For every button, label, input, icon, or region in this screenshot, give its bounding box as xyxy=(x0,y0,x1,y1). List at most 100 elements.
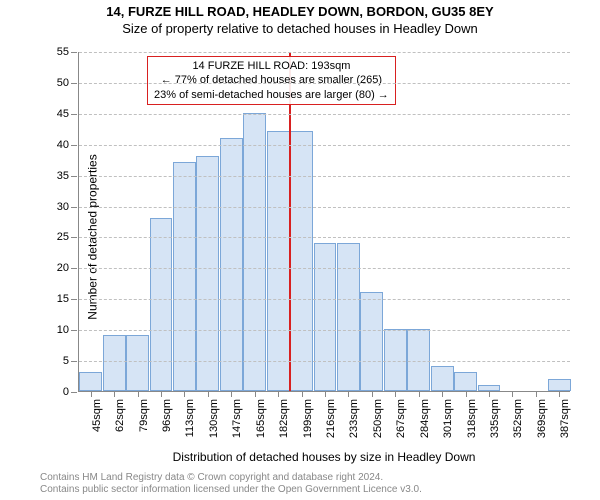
x-tick xyxy=(184,391,185,397)
y-tick-label: 20 xyxy=(57,262,69,274)
x-tick-label: 387sqm xyxy=(559,399,571,438)
bar xyxy=(173,162,196,391)
x-tick xyxy=(302,391,303,397)
y-tick xyxy=(71,361,77,362)
gridline xyxy=(79,330,570,331)
annot-line2: ← 77% of detached houses are smaller (26… xyxy=(154,73,389,87)
chart-area: Number of detached properties 14 FURZE H… xyxy=(48,52,570,422)
x-tick xyxy=(114,391,115,397)
y-tick-label: 50 xyxy=(57,77,69,89)
x-tick xyxy=(348,391,349,397)
gridline xyxy=(79,268,570,269)
y-tick xyxy=(71,237,77,238)
bar xyxy=(126,335,149,391)
bar xyxy=(150,218,173,391)
title-line1: 14, FURZE HILL ROAD, HEADLEY DOWN, BORDO… xyxy=(0,4,600,19)
x-tick xyxy=(395,391,396,397)
y-tick-label: 55 xyxy=(57,46,69,58)
bar xyxy=(548,379,571,391)
y-tick-label: 0 xyxy=(63,386,69,398)
annot-line1: 14 FURZE HILL ROAD: 193sqm xyxy=(154,59,389,73)
x-tick xyxy=(138,391,139,397)
x-tick-label: 335sqm xyxy=(489,399,501,438)
bar xyxy=(360,292,383,391)
gridline xyxy=(79,176,570,177)
bar xyxy=(267,131,290,391)
x-tick-label: 233sqm xyxy=(348,399,360,438)
footer-line1: Contains HM Land Registry data © Crown c… xyxy=(40,472,422,484)
x-tick-label: 96sqm xyxy=(161,399,173,432)
gridline xyxy=(79,145,570,146)
bar xyxy=(431,366,454,391)
bar xyxy=(196,156,219,391)
gridline xyxy=(79,361,570,362)
y-tick xyxy=(71,392,77,393)
x-tick-label: 113sqm xyxy=(184,399,196,437)
x-tick xyxy=(489,391,490,397)
x-tick xyxy=(372,391,373,397)
annot-line3: 23% of semi-detached houses are larger (… xyxy=(154,88,389,102)
y-tick xyxy=(71,299,77,300)
x-tick-label: 284sqm xyxy=(419,399,431,438)
x-tick-label: 301sqm xyxy=(442,399,454,438)
x-tick xyxy=(255,391,256,397)
x-tick-label: 182sqm xyxy=(278,399,290,438)
x-tick xyxy=(466,391,467,397)
gridline xyxy=(79,52,570,53)
y-tick-label: 10 xyxy=(57,324,69,336)
y-tick xyxy=(71,268,77,269)
x-tick-label: 62sqm xyxy=(114,399,126,432)
x-tick xyxy=(536,391,537,397)
x-tick xyxy=(419,391,420,397)
y-tick-label: 40 xyxy=(57,139,69,151)
y-tick xyxy=(71,52,77,53)
x-tick-label: 79sqm xyxy=(138,399,150,432)
x-tick-label: 318sqm xyxy=(466,399,478,438)
x-tick xyxy=(559,391,560,397)
x-tick xyxy=(278,391,279,397)
gridline xyxy=(79,299,570,300)
chart-titles: 14, FURZE HILL ROAD, HEADLEY DOWN, BORDO… xyxy=(0,0,600,36)
bar xyxy=(103,335,126,391)
y-tick-label: 15 xyxy=(57,293,69,305)
plot-region: 14 FURZE HILL ROAD: 193sqm ← 77% of deta… xyxy=(78,52,570,392)
y-tick-label: 30 xyxy=(57,201,69,213)
x-tick xyxy=(91,391,92,397)
x-tick-label: 250sqm xyxy=(372,399,384,438)
x-tick xyxy=(442,391,443,397)
y-tick xyxy=(71,145,77,146)
x-tick-label: 199sqm xyxy=(302,399,314,438)
y-tick-label: 45 xyxy=(57,108,69,120)
y-tick-label: 5 xyxy=(63,355,69,367)
gridline xyxy=(79,237,570,238)
footer-line2: Contains public sector information licen… xyxy=(40,484,422,496)
x-tick xyxy=(208,391,209,397)
x-tick-label: 165sqm xyxy=(255,399,267,438)
footer: Contains HM Land Registry data © Crown c… xyxy=(40,472,422,496)
x-tick xyxy=(231,391,232,397)
bar xyxy=(314,243,337,391)
y-tick xyxy=(71,83,77,84)
y-tick xyxy=(71,114,77,115)
annotation-box: 14 FURZE HILL ROAD: 193sqm ← 77% of deta… xyxy=(147,56,396,105)
gridline xyxy=(79,83,570,84)
x-tick-label: 267sqm xyxy=(395,399,407,438)
x-tick-label: 147sqm xyxy=(231,399,243,438)
bar xyxy=(79,372,102,391)
x-tick xyxy=(325,391,326,397)
x-tick-label: 369sqm xyxy=(536,399,548,438)
bar xyxy=(290,131,313,391)
y-tick-label: 25 xyxy=(57,231,69,243)
x-axis-label: Distribution of detached houses by size … xyxy=(173,450,476,462)
bar xyxy=(337,243,360,391)
bar xyxy=(454,372,477,391)
x-tick-label: 130sqm xyxy=(208,399,220,438)
x-tick xyxy=(512,391,513,397)
y-tick-label: 35 xyxy=(57,170,69,182)
x-tick-label: 45sqm xyxy=(91,399,103,432)
x-tick-label: 216sqm xyxy=(325,399,337,438)
x-tick-label: 352sqm xyxy=(512,399,524,438)
y-tick xyxy=(71,330,77,331)
title-line2: Size of property relative to detached ho… xyxy=(0,21,600,36)
gridline xyxy=(79,207,570,208)
